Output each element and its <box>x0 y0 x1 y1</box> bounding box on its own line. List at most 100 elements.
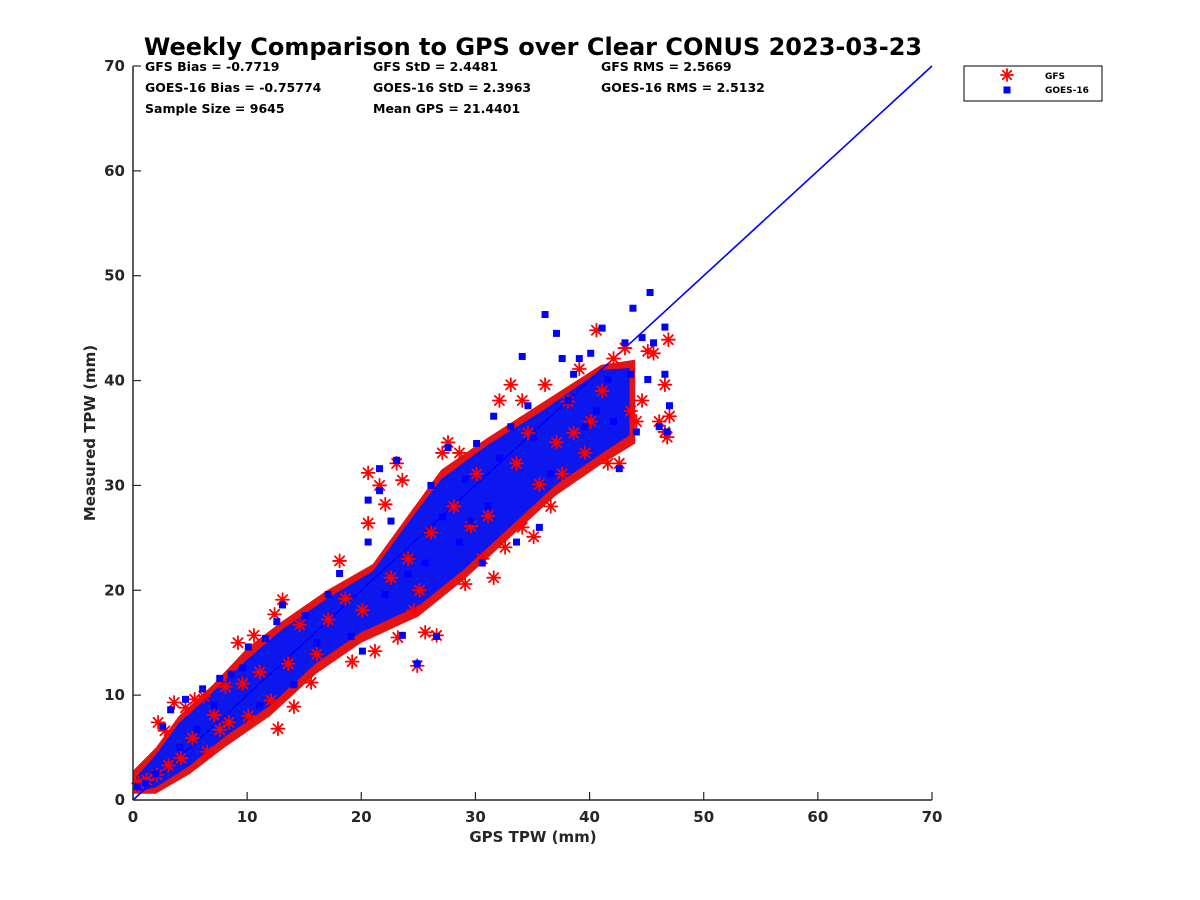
gfs-point <box>662 408 677 424</box>
gfs-point <box>446 498 462 514</box>
gfs-point <box>634 393 650 408</box>
gfs-point <box>423 525 439 541</box>
goes-point <box>256 702 264 710</box>
gfs-point <box>417 624 433 640</box>
legend-goes-marker <box>1003 86 1011 94</box>
gfs-point <box>577 445 593 461</box>
legend-goes-label: GOES-16 <box>1045 86 1089 96</box>
gfs-point <box>594 383 610 399</box>
gfs-point <box>166 695 182 710</box>
gfs-point <box>286 699 302 715</box>
goes-point <box>661 370 669 378</box>
goes-point <box>413 660 421 668</box>
gfs-point <box>514 519 530 535</box>
goes-point <box>167 706 175 714</box>
gfs-point <box>549 435 564 450</box>
goes-point <box>182 695 190 703</box>
gfs-point <box>270 721 286 737</box>
gfs-point <box>173 750 189 766</box>
goes-point <box>239 664 247 672</box>
goes-point <box>478 559 486 567</box>
goes-point <box>558 355 566 363</box>
goes-point <box>663 428 671 436</box>
goes-point <box>244 643 252 651</box>
goes-point <box>358 647 366 655</box>
stats-panel: GFS Bias = -0.7719 GFS StD = 2.4481 GFS … <box>145 59 765 116</box>
goes-point <box>324 590 332 598</box>
goes-point <box>484 502 492 510</box>
axes: 0 10 20 30 40 50 60 70 0 10 20 30 40 50 60 70 <box>104 57 942 826</box>
gfs-point <box>660 332 676 348</box>
goes-point <box>433 632 441 640</box>
gfs-point <box>457 576 473 592</box>
gfs-point <box>332 553 347 569</box>
goes-point <box>655 423 663 431</box>
gfs-point <box>280 656 296 672</box>
gfs-point <box>206 707 222 723</box>
gfs-point <box>221 715 237 730</box>
stat-mean-gps: Mean GPS = 21.4401 <box>373 101 520 116</box>
x-tick-label: 50 <box>693 808 714 826</box>
goes-point <box>455 538 463 546</box>
goes-point <box>444 444 452 452</box>
gfs-point <box>486 570 502 586</box>
x-axis-label: GPS TPW (mm) <box>469 828 596 846</box>
goes-point <box>535 523 543 531</box>
goes-point <box>629 304 637 312</box>
gfs-point <box>230 635 246 651</box>
goes-point <box>598 324 606 332</box>
gfs-point <box>566 425 581 441</box>
goes-point <box>495 454 503 462</box>
goes-point <box>513 538 521 546</box>
data-points <box>131 288 677 791</box>
gfs-point <box>187 691 203 707</box>
legend: GFS GOES-16 <box>963 65 1103 102</box>
legend-gfs-asterisk <box>1000 68 1014 82</box>
goes-point <box>152 770 160 778</box>
gfs-point <box>469 466 484 482</box>
goes-point <box>376 465 384 473</box>
gfs-point <box>303 675 319 690</box>
goes-point <box>279 601 287 609</box>
x-tick-label: 70 <box>922 808 943 826</box>
goes-point <box>649 339 657 347</box>
gfs-point <box>337 591 353 607</box>
gfs-point <box>246 627 262 643</box>
x-tick-label: 30 <box>465 808 486 826</box>
gfs-point <box>344 654 360 669</box>
gfs-point <box>554 466 570 482</box>
gfs-point <box>309 646 325 662</box>
gfs-point <box>491 393 507 408</box>
x-tick-label: 60 <box>807 808 828 826</box>
goes-point <box>227 670 235 678</box>
goes-point <box>615 465 623 473</box>
gfs-point <box>178 700 193 716</box>
stat-sample-size: Sample Size = 9645 <box>145 101 285 116</box>
goes-point <box>364 496 372 504</box>
gfs-point <box>646 345 661 361</box>
goes-point <box>336 570 344 578</box>
goes-point <box>621 339 629 347</box>
goes-point <box>159 723 167 731</box>
gfs-point <box>531 476 547 492</box>
goes-point <box>142 779 150 787</box>
goes-point <box>638 334 646 342</box>
stat-gfs-rms: GFS RMS = 2.5669 <box>601 59 732 74</box>
goes-point <box>490 412 498 420</box>
goes-point <box>587 349 595 357</box>
gfs-point <box>543 498 559 514</box>
gfs-point <box>606 351 621 366</box>
goes-point <box>193 726 201 734</box>
gfs-point <box>480 508 496 524</box>
gfs-point <box>394 472 410 488</box>
goes-point <box>381 590 389 598</box>
chart-title: Weekly Comparison to GPS over Clear CONU… <box>144 33 922 61</box>
gfs-point <box>184 730 200 746</box>
gfs-point <box>406 602 422 618</box>
goes-point <box>661 323 669 331</box>
gfs-point <box>623 403 639 419</box>
x-tick-label: 10 <box>237 808 258 826</box>
y-tick-label: 20 <box>104 581 125 599</box>
goes-point <box>313 639 321 647</box>
